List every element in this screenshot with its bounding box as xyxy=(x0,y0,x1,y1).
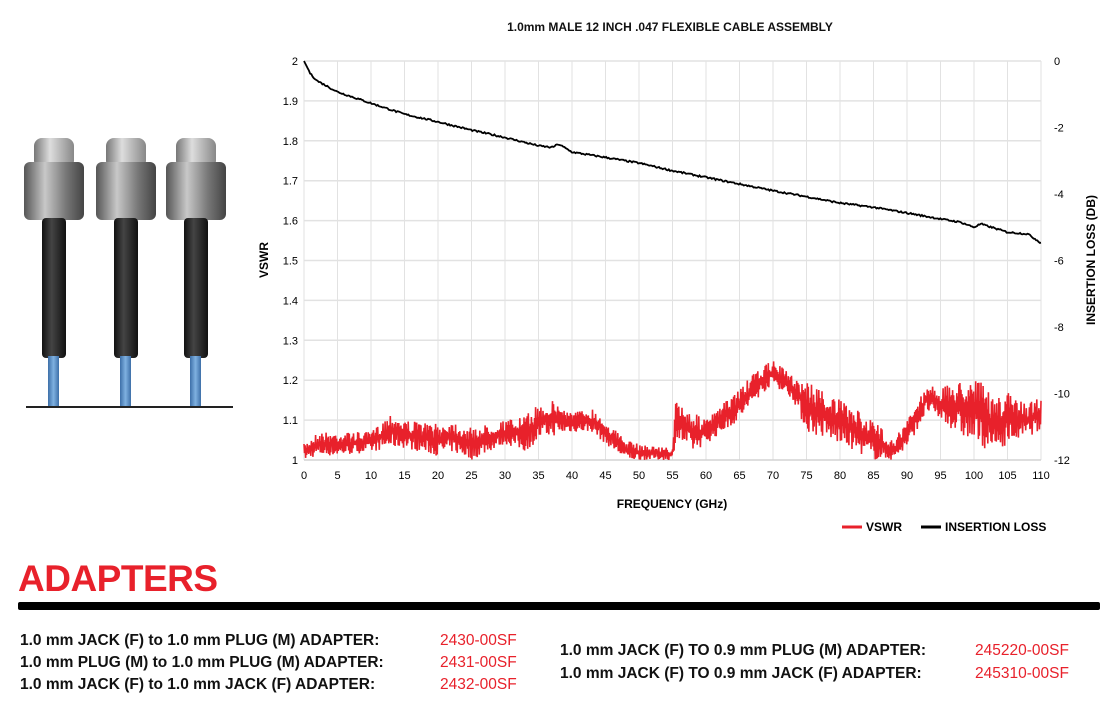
adapter-label: 1.0 mm JACK (F) to 1.0 mm PLUG (M) ADAPT… xyxy=(20,632,380,649)
y2-tick-label: -2 xyxy=(1054,123,1064,135)
y-tick-label: 1.7 xyxy=(283,176,298,188)
y2-tick-label: 0 xyxy=(1054,56,1060,68)
section-divider xyxy=(18,602,1100,610)
x-tick-label: 5 xyxy=(334,470,340,482)
x-tick-label: 25 xyxy=(465,470,477,482)
y2-tick-label: -6 xyxy=(1054,256,1064,268)
chart: 0 5 10 15 20 25 30 35 40 45 50 55 60 65 70 75 80 85 90 95 10… xyxy=(257,56,1098,534)
x-tick-label: 85 xyxy=(867,470,879,482)
legend-label-insertion-loss: INSERTION LOSS xyxy=(945,520,1046,534)
adapter-row: 1.0 mm JACK (F) TO 0.9 mm JACK (F) ADAPT… xyxy=(560,665,1069,683)
part-number: 2432-00SF xyxy=(440,676,517,693)
y2-tick-label: -10 xyxy=(1054,389,1070,401)
chart-title: 1.0mm MALE 12 INCH .047 FLEXIBLE CABLE A… xyxy=(507,20,833,34)
x-tick-label: 15 xyxy=(398,470,410,482)
x-tick-label: 70 xyxy=(767,470,779,482)
x-axis-label: FREQUENCY (GHz) xyxy=(617,497,727,511)
adapter-label: 1.0 mm JACK (F) TO 0.9 mm PLUG (M) ADAPT… xyxy=(560,642,927,659)
section-heading: ADAPTERS xyxy=(18,558,218,599)
adapter-label: 1.0 mm JACK (F) to 1.0 mm JACK (F) ADAPT… xyxy=(20,676,376,693)
x-tick-label: 30 xyxy=(499,470,511,482)
legend: VSWR INSERTION LOSS xyxy=(842,520,1046,534)
y-tick-label: 2 xyxy=(292,56,298,68)
y-tick-label: 1.6 xyxy=(283,216,298,228)
adapter-label: 1.0 mm PLUG (M) to 1.0 mm PLUG (M) ADAPT… xyxy=(20,654,384,671)
x-tick-label: 75 xyxy=(800,470,812,482)
y2-axis-label: INSERTION LOSS (DB) xyxy=(1084,195,1098,325)
y-tick-label: 1.4 xyxy=(283,295,298,307)
baseline xyxy=(26,406,233,408)
y2-tick-label: -4 xyxy=(1054,189,1064,201)
adapter-label: 1.0 mm JACK (F) TO 0.9 mm JACK (F) ADAPT… xyxy=(560,665,922,682)
adapter-row: 1.0 mm PLUG (M) to 1.0 mm PLUG (M) ADAPT… xyxy=(20,654,517,672)
x-tick-label: 45 xyxy=(599,470,611,482)
x-tick-label: 65 xyxy=(733,470,745,482)
y-tick-label: 1.9 xyxy=(283,96,298,108)
x-tick-label: 40 xyxy=(566,470,578,482)
y-tick-label: 1 xyxy=(292,455,298,467)
x-tick-label: 95 xyxy=(934,470,946,482)
part-number: 2431-00SF xyxy=(440,654,517,671)
y2-tick-label: -12 xyxy=(1054,455,1070,467)
part-number: 245220-00SF xyxy=(975,642,1069,659)
x-tick-label: 80 xyxy=(834,470,846,482)
x-tick-label: 100 xyxy=(965,470,983,482)
y-tick-label: 1.3 xyxy=(283,335,298,347)
cable-assembly-photo xyxy=(20,130,235,410)
insertion-loss-series-line xyxy=(303,60,1042,244)
adapter-row: 1.0 mm JACK (F) to 1.0 mm PLUG (M) ADAPT… xyxy=(20,632,517,650)
x-tick-label: 55 xyxy=(666,470,678,482)
legend-label-vswr: VSWR xyxy=(866,520,902,534)
y-tick-label: 1.8 xyxy=(283,136,298,148)
x-tick-label: 20 xyxy=(432,470,444,482)
x-tick-label: 60 xyxy=(700,470,712,482)
part-number: 245310-00SF xyxy=(975,665,1069,682)
x-tick-label: 50 xyxy=(633,470,645,482)
x-tick-label: 110 xyxy=(1032,470,1050,482)
x-tick-label: 90 xyxy=(901,470,913,482)
part-number: 2430-00SF xyxy=(440,632,517,649)
y-axis-label: VSWR xyxy=(257,242,271,278)
x-tick-label: 105 xyxy=(998,470,1016,482)
adapter-row: 1.0 mm JACK (F) TO 0.9 mm PLUG (M) ADAPT… xyxy=(560,642,1069,660)
x-tick-label: 35 xyxy=(532,470,544,482)
x-tick-label: 0 xyxy=(301,470,307,482)
y-tick-label: 1.2 xyxy=(283,375,298,387)
vswr-series-line xyxy=(303,361,1042,460)
y-tick-label: 1.5 xyxy=(283,256,298,268)
y2-tick-label: -8 xyxy=(1054,322,1064,334)
x-tick-label: 10 xyxy=(365,470,377,482)
y-tick-label: 1.1 xyxy=(283,415,298,427)
adapter-row: 1.0 mm JACK (F) to 1.0 mm JACK (F) ADAPT… xyxy=(20,676,517,694)
